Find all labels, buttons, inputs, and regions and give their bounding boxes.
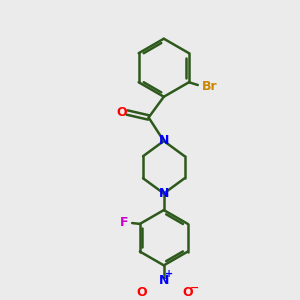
Text: O: O	[183, 286, 193, 299]
Text: Br: Br	[201, 80, 217, 93]
Text: +: +	[165, 269, 173, 280]
Text: O: O	[117, 106, 128, 119]
Text: F: F	[120, 216, 128, 229]
Text: N: N	[159, 274, 169, 287]
Text: −: −	[190, 283, 199, 293]
Text: O: O	[136, 286, 147, 299]
Text: N: N	[159, 187, 169, 200]
Text: N: N	[159, 134, 169, 148]
